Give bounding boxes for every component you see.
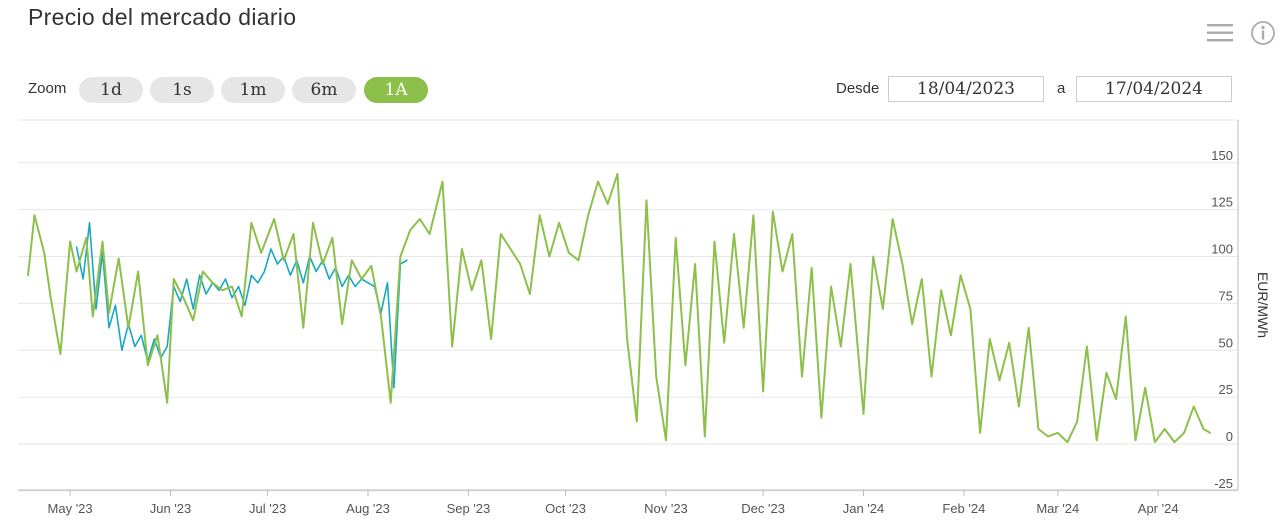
y-axis: -25 0 25 50 75 100 125 150	[1211, 120, 1239, 491]
to-label: a	[1057, 80, 1066, 97]
zoom-1d-button[interactable]: 1d	[79, 77, 143, 103]
y-tick-label: 50	[1219, 335, 1233, 350]
y-tick-label: 25	[1219, 382, 1233, 397]
x-tick-label: Aug '23	[346, 501, 390, 516]
from-date-input[interactable]	[888, 76, 1044, 102]
info-icon[interactable]	[1250, 20, 1276, 46]
y-tick-label: -25	[1214, 476, 1233, 491]
zoom-1s-button[interactable]: 1s	[150, 77, 214, 103]
zoom-1m-button[interactable]: 1m	[221, 77, 285, 103]
x-tick-label: Apr '24	[1138, 501, 1179, 516]
x-tick-label: May '23	[48, 501, 93, 516]
x-tick-label: Sep '23	[447, 501, 491, 516]
hamburger-menu-icon[interactable]	[1206, 22, 1234, 44]
x-tick-label: Jan '24	[843, 501, 885, 516]
x-axis: May '23 Jun '23 Jul '23 Aug '23 Sep '23 Oct '…	[18, 489, 1238, 516]
x-tick-label: Mar '24	[1036, 501, 1079, 516]
y-tick-label: 150	[1211, 148, 1233, 163]
to-date-input[interactable]	[1076, 76, 1232, 102]
y-tick-label: 100	[1211, 242, 1233, 257]
page-title: Precio del mercado diario	[28, 4, 297, 30]
series-line-2	[75, 222, 408, 389]
x-tick-label: Jul '23	[249, 501, 286, 516]
y-tick-label: 125	[1211, 195, 1233, 210]
chart-grid	[18, 119, 1238, 492]
from-label: Desde	[836, 80, 880, 97]
zoom-label: Zoom	[28, 80, 67, 97]
series-line-1	[27, 173, 1211, 444]
y-axis-label: EUR/MWh	[1255, 272, 1271, 338]
x-tick-label: Dec '23	[741, 501, 785, 516]
zoom-6m-button[interactable]: 6m	[292, 77, 356, 103]
y-tick-label: 0	[1226, 429, 1233, 444]
x-tick-label: Oct '23	[545, 501, 586, 516]
x-tick-label: Jun '23	[150, 501, 192, 516]
chart-series	[27, 173, 1211, 444]
y-tick-label: 75	[1219, 288, 1233, 303]
zoom-1a-button[interactable]: 1A	[364, 77, 428, 103]
x-tick-label: Nov '23	[644, 501, 688, 516]
x-tick-label: Feb '24	[942, 501, 985, 516]
